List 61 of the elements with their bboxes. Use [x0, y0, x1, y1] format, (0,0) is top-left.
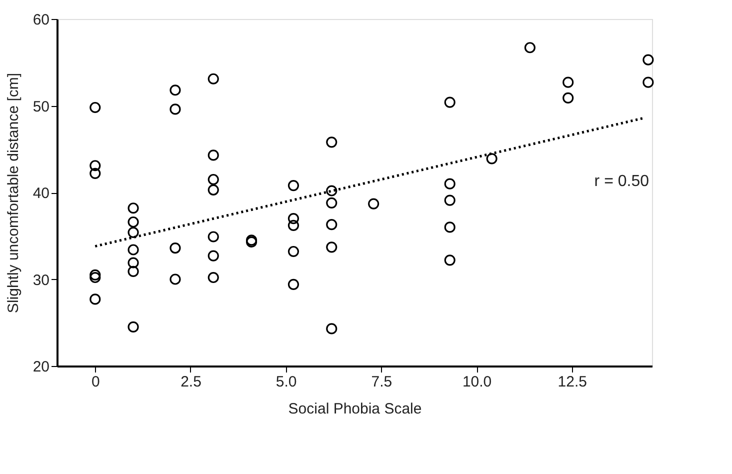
y-axis-title: Slightly uncomfortable distance [cm]: [4, 72, 22, 314]
point: [128, 321, 139, 332]
point: [486, 153, 498, 164]
point: [128, 257, 139, 268]
point: [208, 231, 219, 242]
point: [90, 294, 101, 305]
point: [90, 269, 101, 280]
point: [128, 216, 139, 228]
point: [444, 96, 456, 108]
x-tick-label: 0: [91, 374, 100, 390]
x-tick-label: 7.5: [371, 374, 392, 390]
point: [288, 246, 300, 258]
point: [170, 242, 181, 254]
point: [368, 198, 380, 210]
point: [170, 104, 181, 115]
point: [90, 168, 101, 179]
point: [90, 272, 101, 284]
point: [642, 54, 654, 66]
point: [642, 76, 654, 88]
point: [326, 219, 338, 230]
point: [444, 178, 456, 190]
annotation: r = 0.50: [594, 173, 650, 190]
point: [128, 266, 139, 277]
point: [128, 202, 139, 214]
point: [326, 185, 338, 196]
point: [128, 226, 139, 238]
x-tick-label: 2.5: [180, 374, 202, 390]
y-tick-label: 50: [32, 98, 50, 116]
point: [90, 160, 101, 172]
point: [208, 73, 219, 84]
point: [170, 84, 181, 96]
point: [326, 136, 338, 148]
y-tick-label: 20: [32, 358, 50, 376]
x-axis-title: Social Phobia Scale: [288, 400, 422, 418]
point: [208, 150, 219, 161]
point: [208, 174, 219, 186]
point: [288, 212, 300, 224]
point: [444, 254, 456, 266]
point: [524, 42, 536, 54]
point: [208, 250, 219, 262]
point: [444, 222, 456, 233]
point: [326, 242, 338, 253]
x-tick-label: 5.0: [276, 374, 297, 390]
point: [444, 194, 456, 206]
point: [208, 184, 219, 196]
point: [288, 180, 300, 192]
point: [562, 92, 574, 104]
point: [128, 244, 139, 256]
point: [288, 278, 300, 290]
point: [326, 197, 338, 208]
y-tick-label: 30: [32, 272, 50, 289]
point: [288, 220, 300, 231]
x-tick-label: 12.5: [558, 374, 588, 390]
y-tick-label: 40: [32, 185, 50, 202]
point: [170, 274, 181, 285]
point: [90, 102, 101, 114]
x-tick-label: 10.0: [462, 374, 492, 390]
y-tick-label: 60: [32, 12, 50, 28]
point: [208, 272, 219, 284]
point: [326, 323, 338, 334]
point: [562, 76, 574, 88]
